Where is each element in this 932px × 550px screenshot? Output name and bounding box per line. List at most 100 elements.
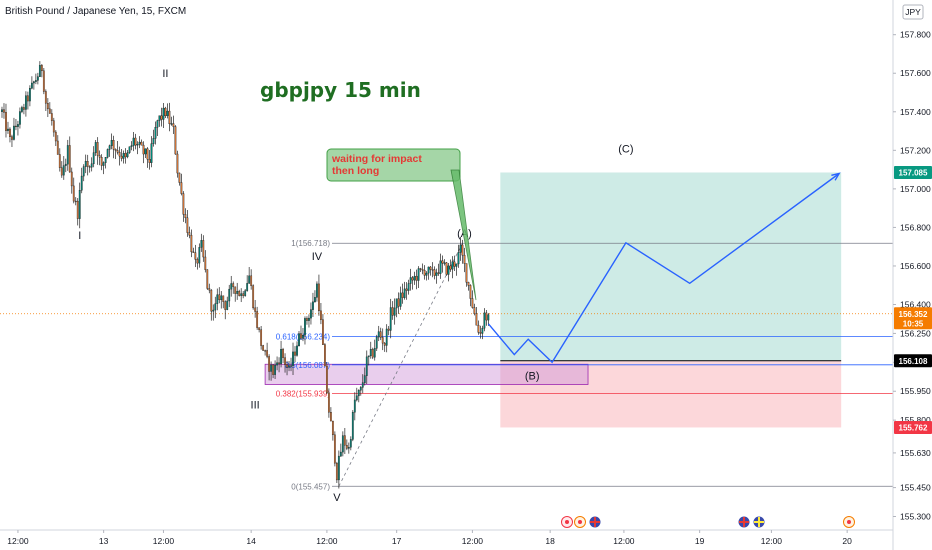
currency-label: JPY: [905, 7, 921, 17]
candle: [60, 167, 63, 176]
fib-label: 1(156.718): [291, 239, 330, 248]
candle: [377, 331, 380, 338]
candle: [385, 328, 388, 346]
wave-label[interactable]: II: [162, 68, 168, 80]
candle: [66, 145, 69, 165]
candle: [192, 251, 195, 253]
candle: [30, 82, 33, 89]
candle: [409, 277, 412, 284]
candle: [58, 154, 61, 168]
wave-label[interactable]: (B): [525, 371, 540, 383]
candle: [54, 131, 57, 142]
candle: [347, 447, 350, 449]
candle: [106, 149, 109, 158]
y-tick-label: 157.000: [900, 184, 931, 194]
x-tick-label: 20: [842, 536, 852, 546]
chart-annotation-title: gbpjpy 15 min: [260, 78, 421, 102]
y-tick-label: 155.800: [900, 415, 931, 425]
price-badge[interactable]: [894, 165, 932, 179]
wave-label[interactable]: IV: [312, 251, 323, 263]
candle: [256, 311, 259, 328]
candle: [224, 301, 227, 310]
symbol-title[interactable]: British Pound / Japanese Yen, 15, FXCM: [5, 6, 186, 17]
candle: [379, 331, 382, 338]
candle: [282, 349, 284, 358]
candle: [78, 190, 81, 219]
candle: [1, 109, 3, 112]
candle: [200, 240, 203, 248]
candle: [435, 272, 438, 276]
candle: [333, 434, 336, 464]
candle: [3, 109, 5, 113]
candle: [196, 259, 199, 264]
candle: [477, 324, 480, 333]
event-icon[interactable]: [561, 516, 573, 528]
candle: [48, 108, 51, 114]
candle: [481, 327, 484, 334]
candle: [110, 140, 113, 146]
candle: [353, 399, 356, 413]
candle: [302, 335, 304, 339]
economic-events[interactable]: [561, 516, 855, 528]
candle: [248, 275, 251, 284]
candle: [124, 153, 127, 158]
y-tick-label: 156.400: [900, 300, 931, 310]
candle: [184, 214, 187, 219]
candle: [314, 297, 316, 303]
candle: [453, 261, 456, 267]
candle: [232, 283, 235, 288]
y-tick-label: 155.300: [900, 512, 931, 522]
event-icon[interactable]: [574, 516, 586, 528]
price-badge-timer: 10:35: [903, 319, 924, 328]
price-badge[interactable]: [894, 354, 932, 368]
uk-flag-icon[interactable]: [753, 516, 765, 528]
candle: [363, 375, 366, 383]
fib-label: 0(155.457): [291, 482, 330, 491]
currency-button[interactable]: JPY: [902, 4, 924, 20]
candle: [29, 88, 31, 102]
candle: [461, 244, 464, 256]
candle: [178, 172, 181, 183]
candle: [44, 91, 47, 104]
x-tick-label: 19: [695, 536, 705, 546]
candle: [126, 152, 129, 158]
wave-label[interactable]: (C): [618, 143, 633, 155]
wave-label[interactable]: V: [333, 492, 341, 504]
annotation-bubble: waiting for impact then long: [326, 148, 477, 301]
price-badge-label: 155.762: [899, 423, 928, 432]
wave-label[interactable]: I: [78, 230, 81, 242]
candle: [423, 269, 426, 276]
candle: [142, 144, 145, 155]
candle: [146, 148, 149, 160]
price-badge[interactable]: [894, 420, 932, 434]
candle: [76, 200, 79, 219]
candle: [72, 185, 75, 202]
candle: [34, 80, 37, 82]
candle: [320, 310, 322, 320]
japan-flag-icon[interactable]: [843, 516, 855, 528]
stop-zone[interactable]: [500, 360, 842, 428]
candle: [156, 120, 159, 128]
candle: [188, 232, 191, 236]
candle: [130, 145, 133, 147]
price-badge[interactable]: [894, 307, 932, 330]
uk-flag-icon[interactable]: [589, 516, 601, 528]
projection-path[interactable]: [487, 172, 840, 364]
uk-flag-icon[interactable]: [738, 516, 750, 528]
candle: [36, 76, 39, 81]
candle: [270, 364, 272, 372]
candle: [337, 455, 340, 481]
candle: [17, 124, 19, 127]
demand-zone[interactable]: [264, 363, 589, 385]
candle: [144, 148, 147, 155]
wave-label[interactable]: III: [251, 400, 260, 412]
target-zone[interactable]: [500, 172, 842, 361]
candle: [479, 332, 482, 334]
candle: [471, 298, 474, 308]
candle: [21, 107, 23, 112]
candle: [102, 162, 105, 166]
candle: [94, 142, 97, 153]
candle: [27, 95, 29, 102]
candle: [32, 81, 35, 84]
